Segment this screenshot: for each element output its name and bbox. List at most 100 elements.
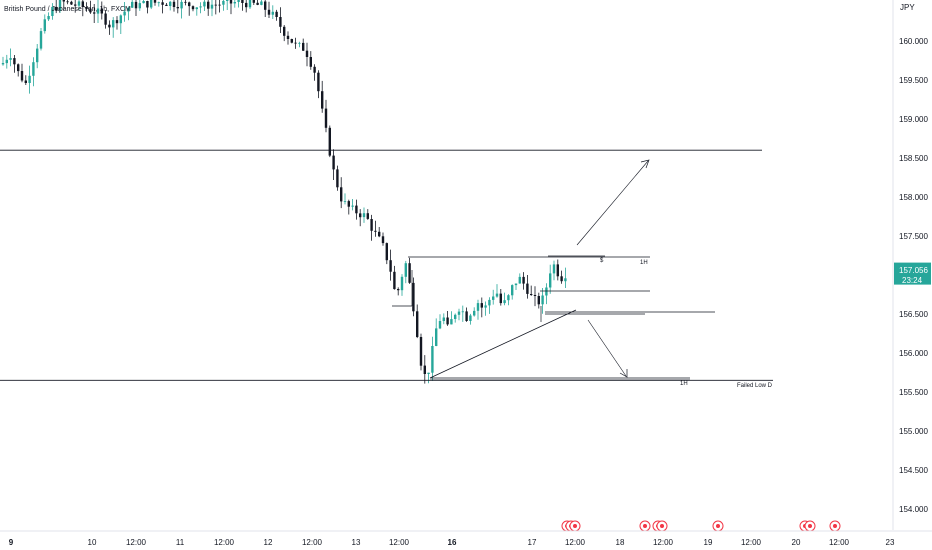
candle bbox=[378, 227, 381, 238]
candle bbox=[362, 207, 366, 223]
candle bbox=[518, 273, 521, 284]
candle bbox=[256, 0, 259, 6]
candle bbox=[514, 283, 518, 290]
candle bbox=[161, 0, 164, 14]
time-tick-label: 16 bbox=[448, 538, 457, 547]
candle bbox=[104, 10, 107, 29]
candle bbox=[28, 65, 31, 94]
candle bbox=[172, 0, 176, 12]
candle bbox=[533, 286, 537, 307]
candle bbox=[313, 64, 316, 81]
chart-annotation-label[interactable]: 1H bbox=[680, 381, 688, 387]
economic-event-icon[interactable] bbox=[712, 520, 724, 532]
candle bbox=[260, 0, 263, 6]
candle bbox=[233, 0, 236, 8]
symbol-title: British Pound / Japanese Yen, 1h, FXCM bbox=[4, 6, 131, 13]
candle bbox=[165, 3, 168, 6]
candle bbox=[264, 0, 267, 17]
candle bbox=[393, 265, 396, 290]
candle bbox=[108, 20, 111, 35]
down-projection-arrow[interactable] bbox=[587, 319, 627, 377]
candle bbox=[267, 1, 271, 18]
price-tick-label: 155.500 bbox=[899, 388, 928, 397]
price-tick-label: 158.500 bbox=[899, 154, 928, 163]
time-tick-label: 12:00 bbox=[829, 538, 850, 547]
candle bbox=[336, 165, 339, 191]
candle bbox=[199, 2, 202, 14]
candle bbox=[188, 1, 191, 16]
economic-event-icon[interactable] bbox=[829, 520, 841, 532]
time-scale-ticks: 9 10 12:00 11 12:00 12 12:00 13 12:00 16 17 12:00 18… bbox=[9, 538, 895, 547]
candle bbox=[438, 314, 442, 330]
chart-annotation-label[interactable]: Failed Low D bbox=[737, 383, 773, 389]
candle bbox=[47, 12, 50, 21]
candle bbox=[55, 0, 58, 14]
last-price-tag: 157.056 23:24 bbox=[894, 262, 931, 285]
candle bbox=[454, 313, 457, 323]
arrow-head bbox=[640, 159, 650, 169]
ascending-trendline[interactable] bbox=[429, 309, 577, 379]
candle bbox=[81, 0, 84, 17]
chart-annotation-label[interactable]: $ bbox=[600, 258, 604, 264]
candle bbox=[480, 297, 483, 318]
price-tick-label: 156.500 bbox=[899, 310, 928, 319]
candle bbox=[366, 209, 369, 220]
candle bbox=[176, 0, 179, 14]
candle bbox=[328, 125, 331, 158]
candle bbox=[229, 0, 233, 15]
candle bbox=[302, 38, 305, 51]
economic-event-icon[interactable] bbox=[639, 520, 651, 532]
candle bbox=[43, 14, 46, 34]
chart-annotation-label[interactable]: 1H bbox=[640, 260, 648, 266]
economic-event-icon[interactable] bbox=[804, 520, 816, 532]
candle bbox=[370, 214, 373, 241]
candle bbox=[290, 38, 293, 44]
price-tick-label: 158.000 bbox=[899, 193, 928, 202]
candle bbox=[142, 0, 145, 4]
candle bbox=[275, 9, 278, 21]
candle bbox=[252, 0, 255, 5]
candle bbox=[127, 6, 130, 21]
time-tick-label: 12:00 bbox=[126, 538, 147, 547]
time-tick-label: 12:00 bbox=[565, 538, 586, 547]
time-scale[interactable] bbox=[0, 531, 893, 550]
candle bbox=[419, 333, 423, 371]
candle bbox=[522, 272, 525, 290]
candle bbox=[488, 297, 491, 314]
time-tick-label: 20 bbox=[792, 538, 801, 547]
candle bbox=[112, 17, 115, 38]
drawing-tools-layer: $1H 1H Failed Low D bbox=[0, 149, 773, 389]
economic-event-icon[interactable] bbox=[569, 520, 581, 532]
candle bbox=[203, 0, 206, 11]
candle bbox=[20, 63, 24, 83]
candle bbox=[416, 304, 419, 339]
candle bbox=[146, 0, 149, 14]
candle bbox=[66, 0, 69, 5]
candle bbox=[286, 31, 290, 45]
candle bbox=[294, 37, 297, 49]
candle bbox=[271, 5, 274, 19]
candle bbox=[298, 41, 301, 48]
candle bbox=[191, 5, 195, 12]
time-tick-label: 12:00 bbox=[214, 538, 235, 547]
candle bbox=[180, 0, 183, 19]
candle bbox=[351, 199, 354, 211]
candle bbox=[408, 257, 411, 284]
candle bbox=[70, 0, 73, 5]
time-tick-label: 12 bbox=[264, 538, 273, 547]
economic-events-row bbox=[561, 520, 841, 532]
time-tick-label: 12:00 bbox=[302, 538, 323, 547]
candle bbox=[556, 259, 559, 281]
candle bbox=[507, 294, 510, 306]
candle bbox=[503, 292, 506, 306]
economic-event-icon[interactable] bbox=[656, 520, 668, 532]
candle bbox=[340, 177, 343, 209]
up-projection-arrow[interactable] bbox=[576, 160, 649, 246]
candle bbox=[218, 0, 221, 13]
candle bbox=[24, 75, 27, 85]
candle bbox=[564, 267, 567, 288]
time-tick-label: 12:00 bbox=[741, 538, 762, 547]
candle bbox=[431, 336, 434, 381]
candle bbox=[58, 0, 62, 13]
